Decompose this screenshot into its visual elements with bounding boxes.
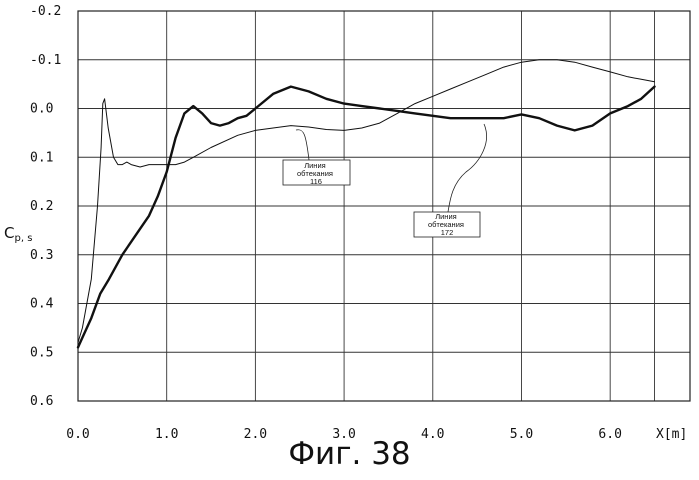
- y-tick-label: -0.2: [30, 4, 61, 19]
- leader-line-116: [296, 130, 309, 160]
- gridlines: [78, 11, 690, 401]
- y-tick-label: 0.2: [30, 199, 53, 214]
- series-line-2: [78, 60, 655, 343]
- figure-caption: Фиг. 38: [0, 436, 699, 472]
- series-lines: [78, 60, 655, 348]
- y-tick-label: -0.1: [30, 53, 61, 68]
- annotation-116-line3: 116: [310, 177, 322, 186]
- annotation-172: Линия обтекания 172: [414, 212, 480, 237]
- y-axis-label-sub: p, s: [14, 233, 32, 244]
- y-tick-label: 0.3: [30, 248, 53, 263]
- leader-line-172: [448, 124, 487, 212]
- annotation-116: Линия обтекания 116: [283, 160, 350, 186]
- y-axis-label-main: C: [4, 224, 14, 242]
- y-tick-label: 0.6: [30, 394, 53, 409]
- y-tick-label: 0.0: [30, 102, 53, 117]
- y-tick-labels: -0.2 -0.1 0.0 0.1 0.2 0.3 0.4 0.5 0.6: [30, 4, 61, 409]
- series-line-1: [78, 87, 655, 348]
- y-tick-label: 0.5: [30, 345, 53, 360]
- annotation-172-line3: 172: [441, 228, 454, 237]
- y-tick-label: 0.4: [30, 297, 54, 312]
- y-tick-label: 0.1: [30, 150, 53, 165]
- y-axis-label: Cp, s: [4, 224, 32, 244]
